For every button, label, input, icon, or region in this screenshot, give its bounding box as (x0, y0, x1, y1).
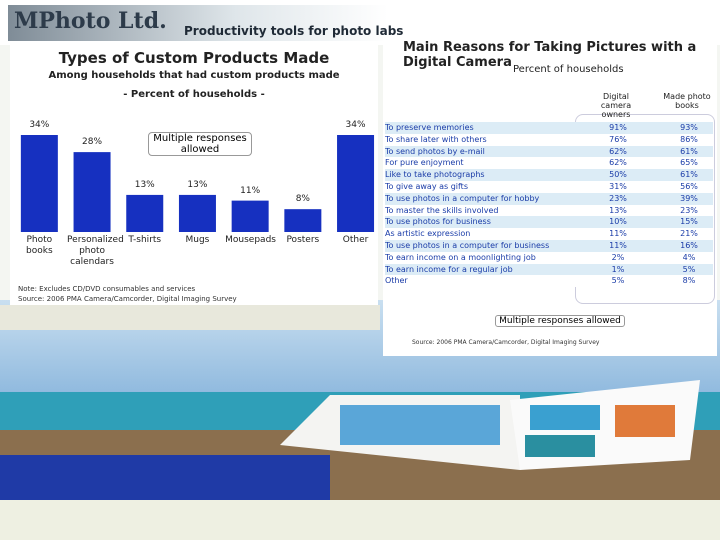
cell: 16% (680, 240, 698, 250)
x-tick-label: Mousepads (225, 235, 276, 245)
annotation: Multiple responses allowed (148, 132, 252, 156)
chart-subtitle: - Percent of households - (123, 89, 265, 100)
cell: 93% (680, 123, 698, 132)
cell: 39% (680, 193, 698, 203)
x-tick-label: Photo books (26, 235, 53, 256)
table-row: Like to take photographs 50% 61% (385, 169, 713, 181)
table-row: To earn income on a moonlighting job 2% 4% (385, 251, 713, 264)
table-row: To send photos by e-mail 62% 61% (385, 145, 713, 158)
value-label: 34% (29, 120, 50, 130)
cell: 23% (680, 205, 698, 215)
column-header: Digital camera owners (600, 92, 632, 119)
row-label: To use photos in a computer for business (385, 240, 550, 250)
row-label: To earn income on a moonlighting job (385, 252, 536, 262)
tagline: Productivity tools for photo labs (184, 24, 404, 38)
value-label: 13% (134, 179, 155, 190)
cell: 56% (680, 181, 698, 191)
cell: 10% (609, 217, 627, 227)
bar (126, 194, 164, 232)
bar (20, 135, 58, 232)
bar (178, 194, 216, 232)
cell: 65% (680, 158, 698, 168)
cell: 61% (680, 146, 698, 156)
bar (284, 209, 322, 232)
cell: 31% (609, 181, 627, 191)
table-note: Multiple responses allowed (495, 315, 625, 327)
table-row: Other 5% 8% (385, 275, 713, 288)
cell: 11% (609, 240, 627, 250)
cell: 4% (682, 252, 696, 262)
x-tick-label: Mugs (185, 235, 210, 245)
table-panel: Main Reasons for Taking Pictures with a … (383, 36, 717, 356)
cell: 86% (680, 134, 698, 144)
table-body: To preserve memories 91% 93% To share later… (385, 122, 713, 288)
table-row: To preserve memories 91% 93% (385, 122, 713, 134)
row-label: To use photos for business (385, 217, 491, 227)
row-label: To earn income for a regular job (385, 264, 513, 274)
value-label: 11% (240, 185, 261, 196)
cell: 62% (609, 146, 627, 156)
x-tick-label: Other (342, 235, 369, 245)
logo: MPhoto Ltd. (14, 8, 167, 34)
cell: 50% (609, 170, 627, 180)
cell: 91% (609, 123, 627, 132)
table-title: Main Reasons for Taking Pictures with a … (403, 40, 697, 70)
table-row: To give away as gifts 31% 56% (385, 180, 713, 193)
x-tick-label: Personalized photo calendars (67, 235, 124, 267)
table-row: To use photos in a computer for hobby 23%… (385, 192, 713, 205)
row-label: To use photos in a computer for hobby (385, 193, 540, 203)
value-label: 34% (345, 120, 366, 130)
cell: 5% (611, 276, 625, 286)
row-label: For pure enjoyment (385, 158, 464, 168)
note: Source: 2006 PMA Camera/Camcorder, Digit… (18, 295, 237, 303)
x-tick-label: Posters (286, 235, 320, 245)
table-row: As artistic expression 11% 21% (385, 228, 713, 240)
cell: 61% (680, 170, 698, 180)
cell: 13% (609, 205, 627, 215)
bar (231, 200, 269, 232)
note: Note: Excludes CD/DVD consumables and se… (18, 285, 196, 293)
chart-panel: Types of Custom Products Made Among hous… (10, 45, 378, 305)
cell: 23% (609, 193, 627, 203)
row-label: Like to take photographs (385, 170, 485, 180)
table-row: To earn income for a regular job 1% 5% (385, 263, 713, 276)
bar (337, 135, 375, 232)
cell: 62% (609, 158, 627, 168)
cell: 76% (609, 134, 627, 144)
row-label: To preserve memories (385, 123, 474, 132)
value-label: 28% (82, 137, 103, 148)
table-subtitle: Percent of households (513, 64, 624, 75)
bar (73, 152, 111, 232)
cell: 21% (680, 229, 698, 239)
row-label: Other (385, 276, 408, 286)
row-label: To share later with others (385, 134, 487, 144)
x-tick-label: T-shirts (128, 235, 162, 245)
chart-title: Types of Custom Products Made (58, 49, 330, 67)
row-label: To send photos by e-mail (385, 146, 485, 156)
cell: 5% (682, 264, 696, 274)
cell: 11% (609, 229, 627, 239)
table-row: To use photos for business 10% 15% (385, 216, 713, 229)
value-label: 8% (295, 194, 310, 205)
cell: 2% (611, 252, 625, 262)
row-label: To master the skills involved (385, 205, 499, 215)
source: Source: 2006 PMA Camera/Camcorder, Digit… (412, 339, 600, 346)
row-label: To give away as gifts (385, 181, 468, 191)
cell: 8% (682, 276, 696, 286)
chart-subtitle: Among households that had custom product… (48, 70, 340, 81)
table-row: To master the skills involved 13% 23% (385, 204, 713, 217)
table-row: To use photos in a computer for business… (385, 239, 713, 252)
row-label: As artistic expression (385, 229, 471, 239)
plot (20, 135, 375, 232)
table-row: For pure enjoyment 62% 65% (385, 157, 713, 170)
column-header: Made photo books (663, 92, 711, 110)
table-row: To share later with others 76% 86% (385, 133, 713, 146)
cell: 1% (611, 264, 625, 274)
cell: 15% (680, 217, 698, 227)
value-label: 13% (187, 179, 208, 190)
